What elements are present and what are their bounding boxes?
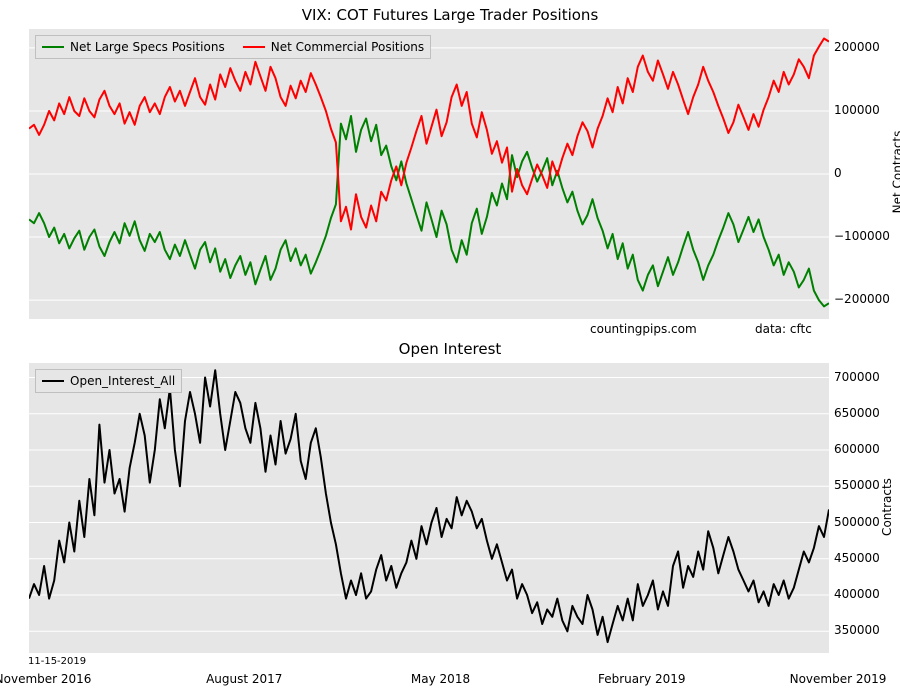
ytick-label: 500000 [834, 515, 880, 529]
legend-item: Net Commercial Positions [243, 39, 424, 55]
ytick-label: 400000 [834, 587, 880, 601]
ytick-label: 550000 [834, 478, 880, 492]
xtick-label: November 2016 [0, 672, 98, 686]
top-chart-title: VIX: COT Futures Large Trader Positions [0, 6, 900, 24]
xtick-label: February 2019 [587, 672, 697, 686]
caption-data: data: cftc [755, 322, 812, 336]
legend-item: Net Large Specs Positions [42, 39, 225, 55]
legend-swatch [42, 46, 64, 48]
top-chart-svg [29, 29, 829, 319]
legend-label: Net Commercial Positions [271, 40, 424, 54]
series-line [29, 39, 829, 230]
ytick-label: −100000 [834, 229, 890, 243]
ytick-label: 700000 [834, 370, 880, 384]
bottom-chart-plot: Open_Interest_All [28, 362, 830, 654]
figure: VIX: COT Futures Large Trader Positions … [0, 0, 900, 700]
ytick-label: 200000 [834, 40, 880, 54]
ytick-label: 600000 [834, 442, 880, 456]
legend-swatch [243, 46, 265, 48]
series-line [29, 116, 829, 306]
series-line [29, 370, 829, 642]
bottom-chart-svg [29, 363, 829, 653]
xtick-label: November 2019 [783, 672, 893, 686]
legend-swatch [42, 380, 64, 382]
bottom-chart-legend: Open_Interest_All [35, 369, 182, 393]
top-chart-legend: Net Large Specs Positions Net Commercial … [35, 35, 431, 59]
datestamp: 11-15-2019 [28, 656, 86, 667]
xtick-label: May 2018 [386, 672, 496, 686]
caption-source: countingpips.com [590, 322, 697, 336]
xtick-label: August 2017 [189, 672, 299, 686]
bottom-chart-ylabel: Contracts [880, 478, 894, 536]
ytick-label: 350000 [834, 623, 880, 637]
ytick-label: −200000 [834, 292, 890, 306]
legend-label: Open_Interest_All [70, 374, 175, 388]
legend-label: Net Large Specs Positions [70, 40, 225, 54]
top-chart-ylabel: Net Contracts [890, 131, 900, 214]
legend-item: Open_Interest_All [42, 373, 175, 389]
ytick-label: 450000 [834, 551, 880, 565]
bottom-chart-title: Open Interest [0, 340, 900, 358]
ytick-label: 0 [834, 166, 842, 180]
ytick-label: 100000 [834, 103, 880, 117]
top-chart-plot: Net Large Specs Positions Net Commercial … [28, 28, 830, 320]
ytick-label: 650000 [834, 406, 880, 420]
